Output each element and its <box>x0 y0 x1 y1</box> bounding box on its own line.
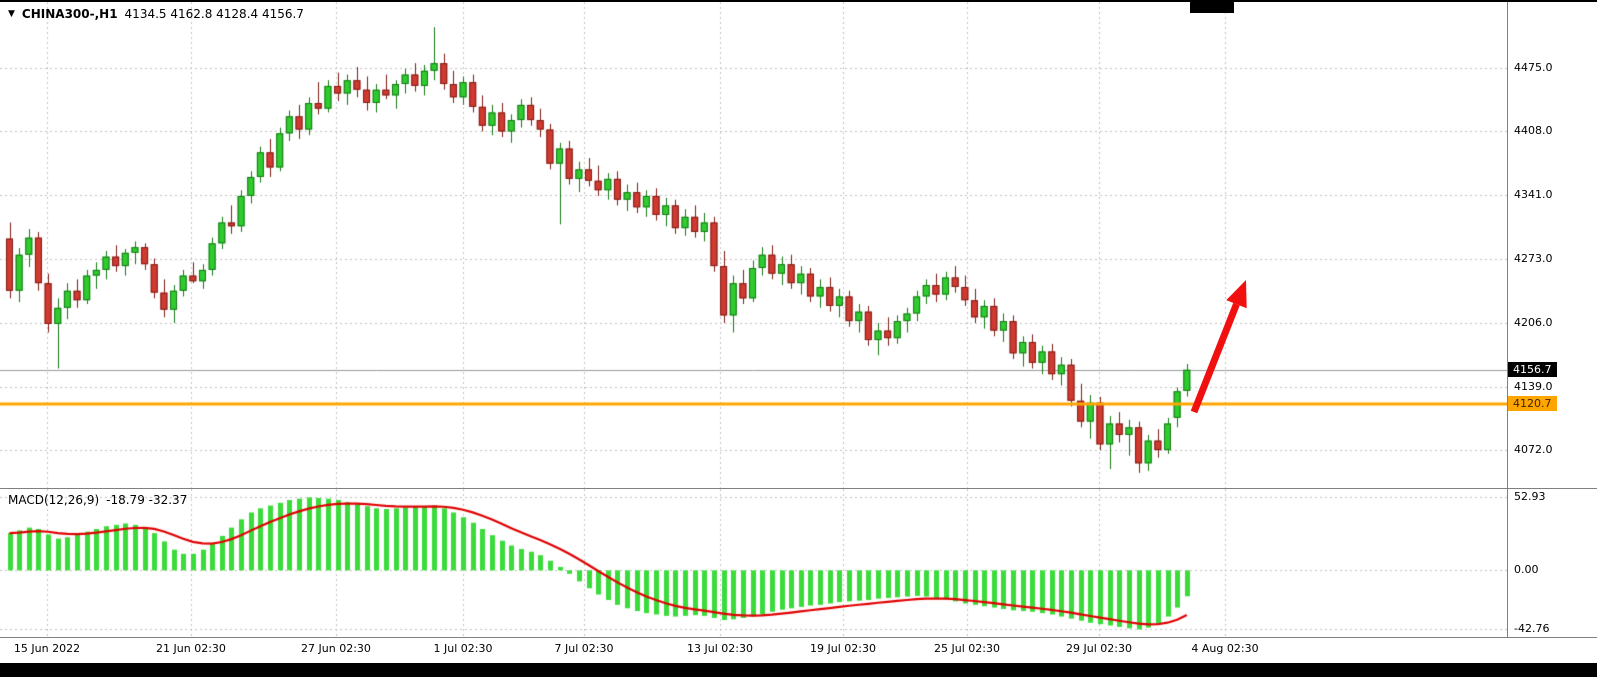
time-tick-label: 13 Jul 02:30 <box>687 642 753 655</box>
time-tick-label: 15 Jun 2022 <box>13 642 81 655</box>
time-tick-label: 1 Jul 02:30 <box>433 642 493 655</box>
macd-values: -18.79 -32.37 <box>106 493 188 507</box>
macd-panel <box>0 489 1507 637</box>
time-tick-label: 27 Jun 02:30 <box>301 642 371 655</box>
macd-tick-label: -42.76 <box>1514 622 1550 636</box>
macd-header: MACD(12,26,9) -18.79 -32.37 <box>8 493 187 507</box>
symbol-label: CHINA300-,H1 <box>21 7 118 21</box>
time-axis-divider <box>0 637 1597 638</box>
time-axis[interactable]: 15 Jun 2022 21 Jun 02:30 27 Jun 02:30 1 Jul… <box>0 638 1597 663</box>
time-tick-label: 21 Jun 02:30 <box>156 642 226 655</box>
macd-title: MACD(12,26,9) <box>8 493 100 507</box>
price-tick-label: 4139.0 <box>1514 379 1553 393</box>
candlestick-chart-canvas[interactable] <box>0 2 1507 488</box>
price-tick-label: 4206.0 <box>1514 315 1553 329</box>
window-bottom-bar <box>0 663 1597 677</box>
price-tick-label: 4341.0 <box>1514 187 1553 201</box>
time-tick-label: 29 Jul 02:30 <box>1066 642 1132 655</box>
price-tick-label: 4475.0 <box>1514 60 1553 74</box>
time-tick-label: 4 Aug 02:30 <box>1191 642 1259 655</box>
main-chart-area: ▼ CHINA300-,H1 4134.5 4162.8 4128.4 4156… <box>0 2 1507 488</box>
time-tick-label: 19 Jul 02:30 <box>810 642 876 655</box>
current-price-badge: 4156.7 <box>1508 361 1557 377</box>
panel-divider[interactable] <box>0 488 1597 489</box>
price-tick-label: 4408.0 <box>1514 124 1553 138</box>
time-tick-label: 7 Jul 02:30 <box>554 642 614 655</box>
chart-header: ▼ CHINA300-,H1 4134.5 4162.8 4128.4 4156… <box>8 7 304 21</box>
orange-level-badge: 4120.7 <box>1508 395 1557 411</box>
symbol-menu-triangle-icon[interactable]: ▼ <box>8 9 15 19</box>
macd-chart-canvas[interactable] <box>0 489 1507 636</box>
time-tick-label: 25 Jul 02:30 <box>934 642 1000 655</box>
ohlc-values: 4134.5 4162.8 4128.4 4156.7 <box>124 7 304 21</box>
chart-scroll-thumb[interactable] <box>1190 2 1234 13</box>
price-axis-separator <box>1507 2 1508 637</box>
macd-tick-label: 52.93 <box>1514 490 1546 504</box>
price-axis[interactable]: 4156.7 4120.7 4475.0 4408.0 4341.0 4273.0 42… <box>1508 2 1597 637</box>
macd-tick-label: 0.00 <box>1514 563 1539 577</box>
price-tick-label: 4072.0 <box>1514 443 1553 457</box>
price-tick-label: 4273.0 <box>1514 252 1553 266</box>
